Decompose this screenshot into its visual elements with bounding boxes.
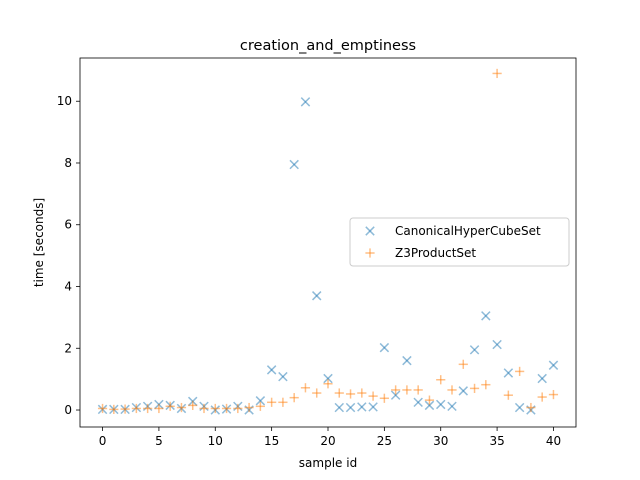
z3-point xyxy=(323,379,333,389)
z3-point xyxy=(458,359,468,369)
x-tick-label: 35 xyxy=(489,434,504,448)
canonical-point xyxy=(537,373,547,384)
z3-point xyxy=(424,395,435,405)
z3-point xyxy=(481,380,491,390)
y-tick-label: 0 xyxy=(64,403,72,417)
data-points xyxy=(97,68,559,415)
z3-point xyxy=(131,403,141,414)
canonical-point xyxy=(390,390,401,400)
z3-point xyxy=(526,402,536,413)
x-tick-label: 10 xyxy=(208,434,223,448)
canonical-point xyxy=(514,402,525,413)
z3-point xyxy=(176,402,187,413)
z3-point xyxy=(165,401,175,411)
z3-point xyxy=(391,385,401,395)
canonical-point xyxy=(266,365,277,375)
axes: 0 5 10 15 20 25 30 35 40 0 2 4 6 8 10 xyxy=(57,94,561,448)
z3-point xyxy=(503,390,513,400)
z3-point xyxy=(244,402,254,413)
canonical-point xyxy=(345,402,356,413)
z3-point xyxy=(368,391,378,401)
x-tick-label: 20 xyxy=(320,434,335,448)
z3-point xyxy=(312,388,322,398)
y-tick-label: 10 xyxy=(57,94,72,108)
canonical-point xyxy=(255,396,266,406)
z3-point xyxy=(278,397,288,407)
x-tick-label: 5 xyxy=(155,434,163,448)
z3-point xyxy=(188,400,198,410)
y-tick-label: 6 xyxy=(64,218,72,232)
chart-title: creation_and_emptiness xyxy=(240,38,416,54)
canonical-point xyxy=(503,368,514,378)
canonical-point xyxy=(469,345,480,355)
x-tick-label: 0 xyxy=(99,434,107,448)
z3-point xyxy=(221,403,232,414)
canonical-point xyxy=(413,397,423,408)
canonical-point xyxy=(458,386,469,396)
canonical-point xyxy=(435,399,446,410)
canonical-point xyxy=(424,400,435,411)
canonical-point xyxy=(548,360,559,370)
y-tick-label: 4 xyxy=(64,280,72,294)
z3-point xyxy=(267,397,277,407)
y-tick-label: 2 xyxy=(64,341,72,355)
z3-point xyxy=(255,401,265,411)
z3-point xyxy=(120,404,130,414)
x-tick-label: 30 xyxy=(433,434,448,448)
z3-point xyxy=(289,393,299,403)
z3-point xyxy=(469,383,480,394)
canonical-point xyxy=(334,402,345,413)
z3-point xyxy=(447,385,457,395)
canonical-point xyxy=(368,402,378,412)
z3-point xyxy=(436,375,446,385)
z3-point xyxy=(97,403,108,414)
z3-point xyxy=(548,389,559,400)
y-tick-label: 8 xyxy=(64,156,72,170)
canonical-point xyxy=(323,373,333,384)
legend-marker-z3 xyxy=(365,248,375,258)
x-tick-label: 40 xyxy=(546,434,561,448)
canonical-point xyxy=(311,291,322,301)
y-axis-label: time [seconds] xyxy=(32,198,46,287)
z3-point xyxy=(300,383,311,393)
legend: CanonicalHyperCubeSet Z3ProductSet xyxy=(349,217,570,267)
z3-point xyxy=(109,404,119,414)
z3-marker xyxy=(365,248,375,258)
z3-point xyxy=(199,403,209,414)
canonical-point xyxy=(379,342,390,353)
legend-box xyxy=(349,217,570,267)
legend-label-canonical: CanonicalHyperCubeSet xyxy=(395,224,541,238)
canonical-point xyxy=(300,97,311,107)
z3-point xyxy=(334,388,344,398)
x-tick-label: 25 xyxy=(377,434,392,448)
z3-point xyxy=(492,68,502,79)
z3-point xyxy=(210,403,220,414)
z3-point xyxy=(537,392,547,402)
legend-marker-canonical xyxy=(365,226,375,236)
canonical-point xyxy=(481,311,491,321)
z3-point xyxy=(154,403,164,414)
canonical-point xyxy=(492,339,502,350)
x-axis-label: sample id xyxy=(299,456,357,470)
x-tick-label: 15 xyxy=(264,434,279,448)
z3-point xyxy=(345,389,356,399)
canonical-point xyxy=(289,159,299,170)
z3-point xyxy=(143,403,153,414)
z3-point xyxy=(413,385,423,395)
canonical-point xyxy=(402,355,412,366)
z3-point xyxy=(515,366,525,377)
canonical-point xyxy=(447,401,457,412)
canonical-marker xyxy=(365,226,375,236)
canonical-point xyxy=(357,402,367,412)
z3-point xyxy=(402,385,412,395)
canonical-point xyxy=(278,371,288,382)
plot-frame xyxy=(79,57,577,428)
z3-point xyxy=(379,393,389,403)
z3-point xyxy=(357,388,367,398)
legend-label-z3: Z3ProductSet xyxy=(395,246,476,260)
z3-point xyxy=(233,403,243,414)
